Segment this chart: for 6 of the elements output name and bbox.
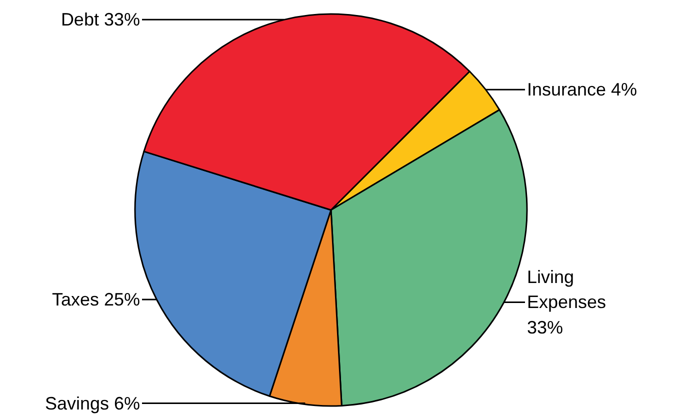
slice-label: Taxes 25%	[52, 290, 140, 310]
slice-label: Living Expenses	[527, 267, 606, 312]
data-label: 33%	[527, 317, 564, 338]
slice-label: Debt 33%	[60, 10, 140, 30]
slice-label: Savings 6%	[44, 393, 140, 414]
slice-label: Insurance 4%	[527, 80, 638, 100]
